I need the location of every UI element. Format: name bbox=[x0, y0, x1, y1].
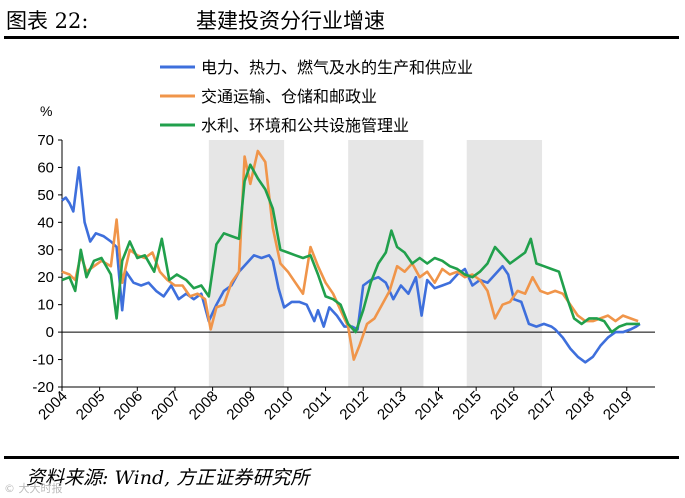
y-tick-label: 0 bbox=[46, 324, 54, 341]
x-tick-label: 2012 bbox=[336, 388, 372, 424]
x-tick-label: 2011 bbox=[300, 388, 335, 423]
figure-header: 图表 22: 基建投资分行业增速 bbox=[0, 0, 685, 34]
y-tick-label: 20 bbox=[37, 269, 54, 286]
x-tick-label: 2018 bbox=[562, 388, 598, 424]
y-tick-label: 70 bbox=[37, 132, 54, 149]
y-tick-label: 10 bbox=[37, 297, 54, 314]
x-tick-label: 2019 bbox=[600, 388, 636, 424]
x-tick-label: 2007 bbox=[148, 388, 184, 424]
x-tick-label: 2015 bbox=[449, 388, 485, 424]
x-tick-label: 2006 bbox=[111, 388, 147, 424]
x-tick-label: 2017 bbox=[525, 388, 561, 424]
x-tick-label: 2005 bbox=[73, 388, 109, 424]
watermark: © 大大时报 bbox=[4, 482, 63, 495]
x-tick-label: 2010 bbox=[261, 388, 297, 424]
x-tick-label: 2013 bbox=[374, 388, 410, 424]
y-tick-label: 40 bbox=[37, 214, 54, 231]
legend-label-3: 水利、环境和公共设施管理业 bbox=[201, 116, 409, 135]
y-tick-label: 50 bbox=[37, 187, 54, 204]
y-tick-label: -20 bbox=[32, 379, 54, 396]
x-tick-label: 2009 bbox=[223, 388, 259, 424]
legend-label-2: 交通运输、仓储和邮政业 bbox=[201, 88, 377, 106]
series-line-1 bbox=[61, 166, 641, 364]
bottom-rule bbox=[4, 456, 679, 459]
x-tick-label: 2016 bbox=[487, 388, 523, 424]
source-note: 资料来源: Wind, 方正证券研究所 bbox=[26, 467, 310, 489]
y-tick-label: 60 bbox=[37, 159, 54, 176]
legend-label-1: 电力、热力、燃气及水的生产和供应业 bbox=[201, 58, 473, 77]
shaded-period bbox=[466, 140, 543, 387]
y-axis-unit-label: % bbox=[40, 103, 52, 119]
figure-number: 图表 22: bbox=[6, 9, 89, 33]
series-line-2 bbox=[61, 149, 639, 361]
y-tick-label: 30 bbox=[37, 242, 54, 259]
y-tick-label: -10 bbox=[32, 352, 54, 369]
series-line-3 bbox=[61, 163, 640, 334]
x-tick-label: 2008 bbox=[186, 388, 222, 424]
figure-title: 基建投资分行业增速 bbox=[196, 9, 385, 33]
x-tick-label: 2014 bbox=[412, 388, 448, 424]
top-rule bbox=[4, 36, 679, 39]
